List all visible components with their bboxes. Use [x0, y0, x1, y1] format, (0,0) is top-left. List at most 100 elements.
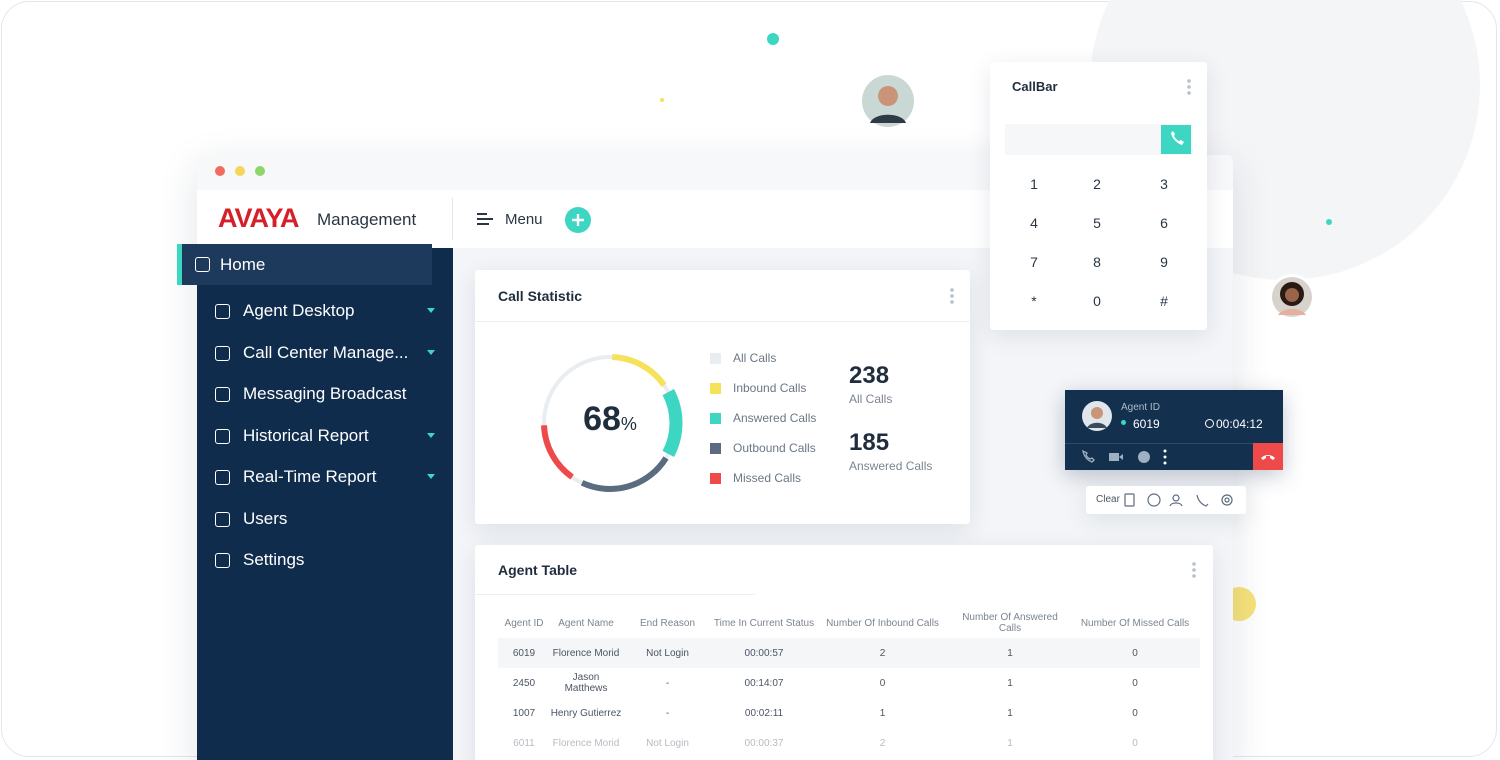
agent-table-card — [475, 545, 1213, 760]
avatar — [1269, 274, 1315, 320]
table-cell: 00:14:07 — [744, 677, 784, 689]
sidebar-item[interactable]: Real-Time Report — [197, 459, 453, 495]
table-cell: 0 — [1132, 677, 1138, 689]
card-title: Agent Table — [498, 562, 578, 578]
agent-actions[interactable] — [1080, 448, 1180, 466]
stat-value: 238 — [849, 362, 890, 389]
keypad-key[interactable]: 5 — [1093, 215, 1101, 231]
sidebar-item[interactable]: Home — [177, 244, 432, 285]
sidebar-item[interactable]: Call Center Manage... — [197, 335, 453, 371]
sidebar-item[interactable]: Settings — [197, 542, 453, 578]
sidebar-item[interactable]: Agent Desktop — [197, 293, 453, 329]
table-row[interactable]: 1007 Henry Gutierrez - 00:02:11 1 1 0 — [498, 698, 1200, 728]
deco-dot — [1326, 219, 1332, 225]
card-menu[interactable] — [1192, 561, 1196, 579]
gauge-arc — [662, 388, 683, 458]
status-dot — [1121, 420, 1126, 425]
brand: AVAYA — [218, 203, 300, 233]
callbar — [990, 62, 1207, 330]
menu-icon[interactable] — [476, 212, 494, 226]
window-dot — [255, 166, 265, 176]
sidebar-icon — [215, 428, 230, 444]
keypad-key[interactable]: * — [1031, 293, 1037, 309]
call-button[interactable] — [1161, 125, 1191, 154]
keypad-key[interactable]: # — [1160, 293, 1168, 309]
sidebar-label: Call Center Manage... — [243, 343, 409, 362]
column-header: Number Of Missed Calls — [1080, 617, 1190, 629]
stat-label: Answered Calls — [849, 459, 933, 473]
table-row[interactable]: 6011 Florence Morid Not Login 00:00:37 2 1 0 — [498, 728, 1200, 758]
table-cell: 2 — [879, 647, 886, 659]
legend-swatch — [710, 412, 721, 424]
keypad-key[interactable]: 8 — [1093, 254, 1101, 270]
end-call-button[interactable] — [1253, 443, 1283, 470]
table-cell: 00:00:37 — [744, 737, 784, 749]
sidebar-label: Users — [243, 509, 288, 528]
stat-value: 185 — [849, 429, 890, 456]
gauge-arc — [541, 425, 574, 480]
keypad-key[interactable]: 1 — [1030, 176, 1038, 192]
divider — [475, 594, 755, 595]
keypad-key[interactable]: 2 — [1093, 176, 1101, 192]
gauge-value: 68 — [583, 400, 621, 438]
table-cell: 2450 — [512, 677, 536, 689]
divider — [452, 198, 453, 240]
callbar-title: CallBar — [1012, 79, 1058, 94]
table-cell: 0 — [1132, 647, 1138, 659]
legend-item: Missed Calls — [710, 471, 801, 485]
table-row[interactable]: 2450 Jason Matthews - 00:14:07 0 1 0 — [498, 668, 1200, 698]
gauge-label: 68% — [540, 400, 680, 439]
table-cell: Florence Morid — [552, 737, 620, 749]
agent-id: 6019 — [1133, 417, 1160, 431]
agent-label: Agent ID — [1121, 402, 1160, 413]
table-cell: 2 — [879, 737, 886, 749]
add-button[interactable] — [565, 207, 591, 233]
table-cell: 1 — [1007, 677, 1013, 689]
keypad-key[interactable]: 6 — [1160, 215, 1168, 231]
product-name: Management — [317, 210, 417, 229]
keypad-key[interactable]: 4 — [1030, 215, 1038, 231]
table-cell: 00:00:57 — [744, 647, 784, 659]
legend-swatch — [710, 442, 721, 454]
sidebar-item[interactable]: Historical Report — [197, 418, 453, 454]
keypad-key[interactable]: 7 — [1030, 254, 1038, 270]
table-cell: - — [665, 677, 670, 689]
table-cell: 1 — [1007, 647, 1013, 659]
legend-label: Outbound Calls — [733, 441, 816, 455]
table-cell: 1 — [879, 707, 886, 719]
stat-label: All Calls — [849, 392, 893, 406]
table-header-row: Agent ID Agent Name End Reason Time In Curr… — [498, 608, 1200, 638]
keypad-key[interactable]: 9 — [1160, 254, 1168, 270]
toolbar-icons[interactable] — [1122, 491, 1237, 509]
expand-arrow — [427, 433, 435, 442]
keypad-key[interactable]: 3 — [1160, 176, 1168, 192]
gauge — [541, 354, 683, 492]
agent-avatar — [1082, 401, 1112, 431]
sidebar-icon — [215, 469, 230, 485]
table-cell: 00:02:11 — [744, 707, 784, 719]
column-header: Time In Current Status — [713, 617, 815, 629]
call-statistic-card — [475, 270, 970, 524]
legend-label: Missed Calls — [733, 471, 802, 485]
menu-label[interactable]: Menu — [505, 211, 543, 228]
table-cell: 6011 — [513, 737, 535, 749]
gauge-arc — [612, 354, 667, 387]
divider — [475, 321, 970, 322]
sidebar-label: Agent Desktop — [243, 301, 355, 320]
legend-swatch — [710, 382, 721, 394]
legend-swatch — [710, 472, 721, 484]
column-header: End Reason — [639, 617, 696, 629]
sidebar-item[interactable]: Users — [197, 501, 453, 537]
sidebar-icon — [215, 511, 230, 527]
sidebar-label: Real-Time Report — [243, 467, 377, 486]
table-cell: Florence Morid — [552, 647, 620, 659]
sidebar-item[interactable]: Messaging Broadcast — [197, 376, 453, 412]
keypad-key[interactable]: 0 — [1093, 293, 1101, 309]
card-menu[interactable] — [950, 287, 954, 305]
callbar-menu[interactable] — [1187, 78, 1191, 96]
toolbar-clear[interactable]: Clear — [1096, 494, 1120, 505]
table-row[interactable]: 6019 Florence Morid Not Login 00:00:57 2 1 0 — [498, 638, 1200, 668]
sidebar-icon — [215, 303, 230, 319]
avatar — [859, 72, 917, 130]
